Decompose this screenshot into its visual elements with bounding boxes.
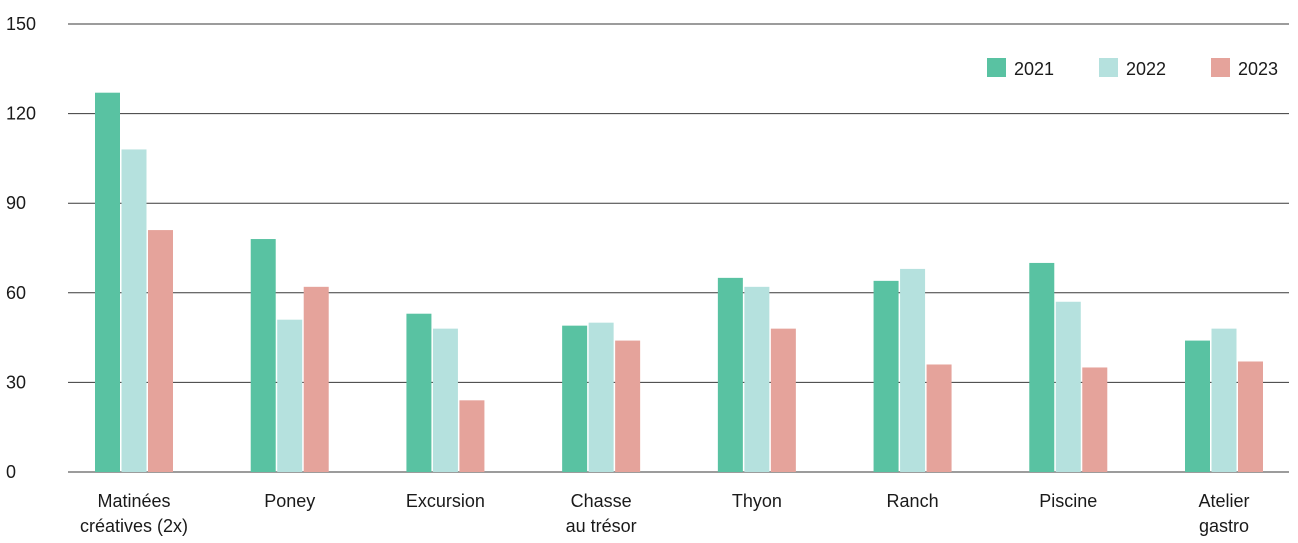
bar-2022 <box>432 328 458 472</box>
bar-2022 <box>588 322 614 472</box>
bar-2021 <box>1185 340 1210 472</box>
legend: 2021 2022 2023 <box>987 58 1278 79</box>
x-tick-label: créatives (2x) <box>80 516 188 536</box>
bar-2023 <box>148 230 173 472</box>
bars <box>95 92 1263 473</box>
legend-swatch-2023 <box>1211 58 1230 77</box>
legend-swatch-2022 <box>1099 58 1118 77</box>
legend-label: 2023 <box>1238 59 1278 79</box>
bar-2021 <box>562 325 588 472</box>
bar-2021 <box>717 277 743 472</box>
y-tick-label: 90 <box>6 193 26 213</box>
x-tick-label: Excursion <box>406 491 485 511</box>
bar-2022 <box>277 319 303 472</box>
y-tick-label: 0 <box>6 462 16 482</box>
x-tick-label: au trésor <box>566 516 637 536</box>
y-tick-label: 120 <box>6 104 36 124</box>
bar-2023 <box>615 340 641 472</box>
x-axis-labels: Matinées créatives (2x) Poney Excursion Chas… <box>80 491 1250 536</box>
bar-2023 <box>1238 361 1263 472</box>
x-tick-label: gastro <box>1199 516 1249 536</box>
bar-2023 <box>1082 367 1108 472</box>
bar-2023 <box>303 286 329 472</box>
bar-2022 <box>121 149 147 472</box>
x-tick-label: Piscine <box>1039 491 1097 511</box>
legend-label: 2021 <box>1014 59 1054 79</box>
bar-2022 <box>900 268 926 472</box>
bar-2021 <box>250 239 276 472</box>
x-tick-label: Ranch <box>887 491 939 511</box>
bar-2022 <box>744 286 770 472</box>
bar-2021 <box>95 92 120 473</box>
y-axis-labels: 0 30 60 90 120 150 <box>6 14 36 482</box>
bar-2022 <box>1055 301 1081 472</box>
legend-label: 2022 <box>1126 59 1166 79</box>
bar-2021 <box>1029 262 1055 472</box>
bar-2023 <box>770 328 796 472</box>
bar-2023 <box>926 364 952 472</box>
bar-2021 <box>873 280 899 472</box>
bar-2023 <box>459 400 485 472</box>
x-tick-label: Chasse <box>571 491 632 511</box>
y-tick-label: 150 <box>6 14 36 34</box>
y-tick-label: 60 <box>6 283 26 303</box>
x-tick-label: Matinées <box>97 491 170 511</box>
bar-2021 <box>406 313 432 472</box>
x-tick-label: Atelier <box>1198 491 1249 511</box>
x-tick-label: Poney <box>264 491 315 511</box>
x-tick-label: Thyon <box>732 491 782 511</box>
bar-2022 <box>1211 328 1237 472</box>
legend-swatch-2021 <box>987 58 1006 77</box>
y-tick-label: 30 <box>6 372 26 392</box>
